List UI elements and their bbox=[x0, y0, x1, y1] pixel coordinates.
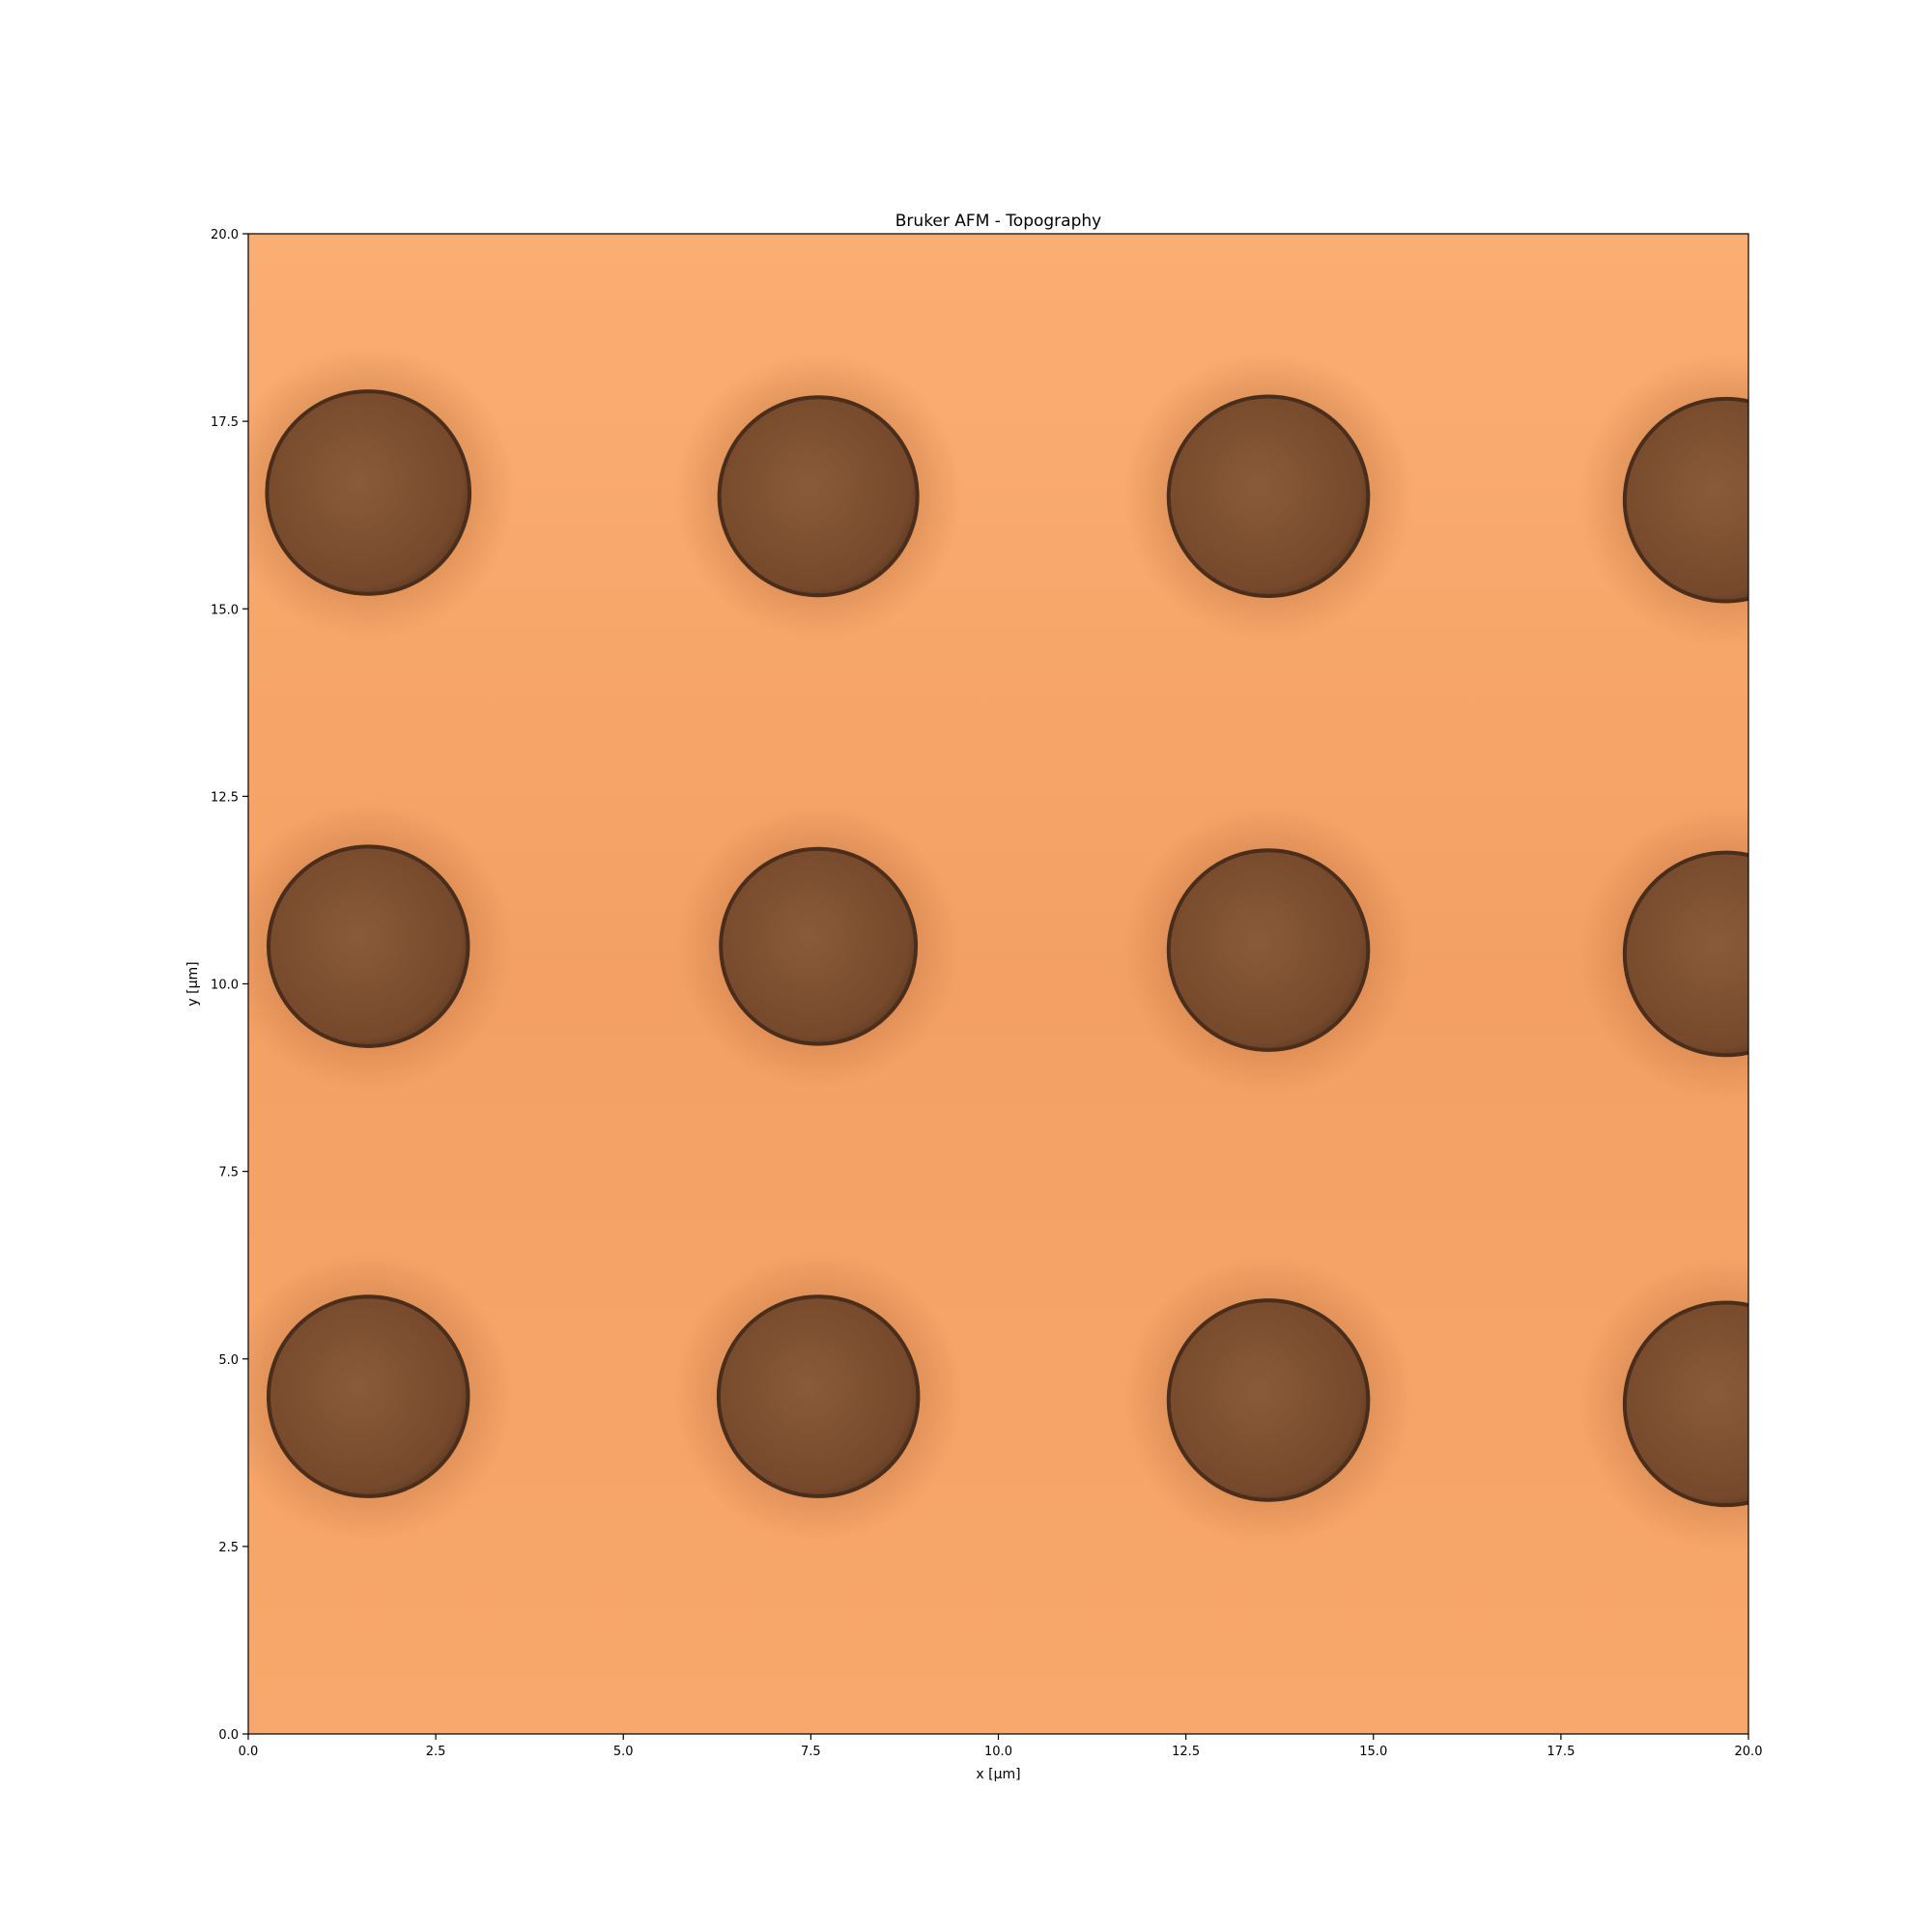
y-axis-label: y [μm] bbox=[185, 961, 201, 1006]
pillar-disk-8 bbox=[1622, 850, 1748, 1058]
y-tick-label: 5.0 bbox=[218, 1353, 239, 1368]
chart-title: Bruker AFM - Topography bbox=[895, 212, 1101, 231]
pillar-disk-7 bbox=[1166, 848, 1371, 1052]
x-tick-label: 0.0 bbox=[239, 1745, 259, 1759]
plot-area bbox=[247, 233, 1749, 1735]
x-tick-label: 7.5 bbox=[801, 1745, 821, 1759]
pillar-disk-5 bbox=[266, 844, 470, 1048]
y-axis: 0.0 2.5 5.0 7.5 10.0 12.5 15.0 17.5 20.0 bbox=[211, 228, 248, 1743]
x-tick-label: 2.5 bbox=[426, 1745, 446, 1759]
y-tick-label: 12.5 bbox=[211, 790, 239, 805]
y-tick-label: 20.0 bbox=[211, 228, 239, 242]
pillar-disk-6 bbox=[719, 846, 919, 1046]
y-tick-label: 15.0 bbox=[211, 603, 239, 617]
pillar-layer bbox=[248, 345, 1748, 1551]
pillar-disk-3 bbox=[1166, 394, 1371, 599]
y-tick-label: 2.5 bbox=[218, 1541, 239, 1555]
pillar-disk-11 bbox=[1166, 1298, 1371, 1502]
pillar-disk-1 bbox=[265, 389, 472, 596]
x-tick-label: 5.0 bbox=[613, 1745, 634, 1759]
y-tick-label: 0.0 bbox=[218, 1728, 239, 1743]
y-tick-label: 17.5 bbox=[211, 415, 239, 430]
y-tick-label: 10.0 bbox=[211, 979, 239, 993]
x-axis: 0.0 2.5 5.0 7.5 10.0 12.5 15.0 17.5 20.0 bbox=[239, 1734, 1763, 1759]
x-tick-label: 10.0 bbox=[984, 1745, 1012, 1759]
pillar-disk-9 bbox=[266, 1294, 470, 1498]
pillar-disk-10 bbox=[716, 1294, 921, 1498]
x-tick-label: 15.0 bbox=[1359, 1745, 1387, 1759]
pillar-disk-12 bbox=[1622, 1300, 1748, 1508]
y-tick-label: 7.5 bbox=[218, 1166, 239, 1180]
x-axis-label: x [μm] bbox=[976, 1767, 1020, 1782]
x-tick-label: 20.0 bbox=[1735, 1745, 1763, 1759]
pillar-disk-4 bbox=[1622, 396, 1748, 604]
x-tick-label: 12.5 bbox=[1172, 1745, 1200, 1759]
pillar-disk-2 bbox=[717, 395, 920, 598]
x-tick-label: 17.5 bbox=[1547, 1745, 1575, 1759]
